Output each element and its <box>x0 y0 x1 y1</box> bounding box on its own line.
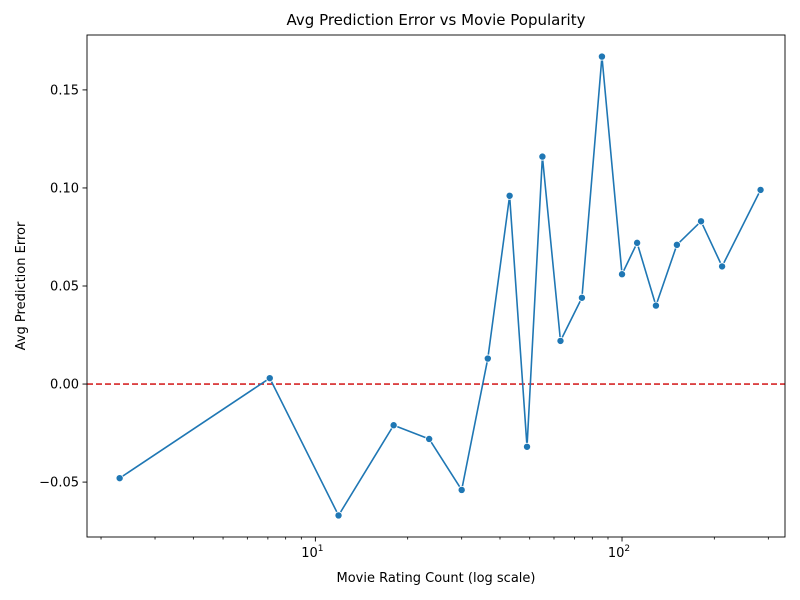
data-point <box>618 270 627 279</box>
x-axis-title: Movie Rating Count (log scale) <box>337 571 536 586</box>
y-tick-label: 0.10 <box>50 181 79 196</box>
data-point <box>756 185 765 194</box>
data-point <box>718 262 727 271</box>
data-point <box>538 152 547 161</box>
x-tick-label: 102 <box>608 544 630 561</box>
plot-area: 101 102 −0.05 0.00 0.05 0.10 0.15 <box>39 34 786 561</box>
data-point <box>633 238 642 247</box>
y-tick-label: −0.05 <box>39 476 79 491</box>
data-point <box>389 421 398 430</box>
data-point <box>672 240 681 249</box>
data-point <box>697 217 706 226</box>
y-tick-label: 0.05 <box>50 280 79 295</box>
series-line <box>119 55 762 517</box>
data-point <box>505 191 514 200</box>
data-point <box>115 474 124 483</box>
y-tick-label: 0.00 <box>50 378 79 393</box>
data-point <box>334 511 343 520</box>
data-point <box>556 336 565 345</box>
data-point <box>265 374 274 383</box>
y-axis-title: Avg Prediction Error <box>14 221 29 350</box>
y-tick-label: 0.15 <box>50 83 79 98</box>
plot-frame <box>86 34 786 538</box>
data-point <box>483 354 492 363</box>
data-point <box>597 52 606 61</box>
x-tick-label: 101 <box>301 544 323 561</box>
data-point <box>523 442 532 451</box>
data-point <box>457 485 466 494</box>
data-point <box>425 434 434 443</box>
data-point <box>577 293 586 302</box>
chart-title: Avg Prediction Error vs Movie Popularity <box>287 11 586 29</box>
data-point <box>651 301 660 310</box>
